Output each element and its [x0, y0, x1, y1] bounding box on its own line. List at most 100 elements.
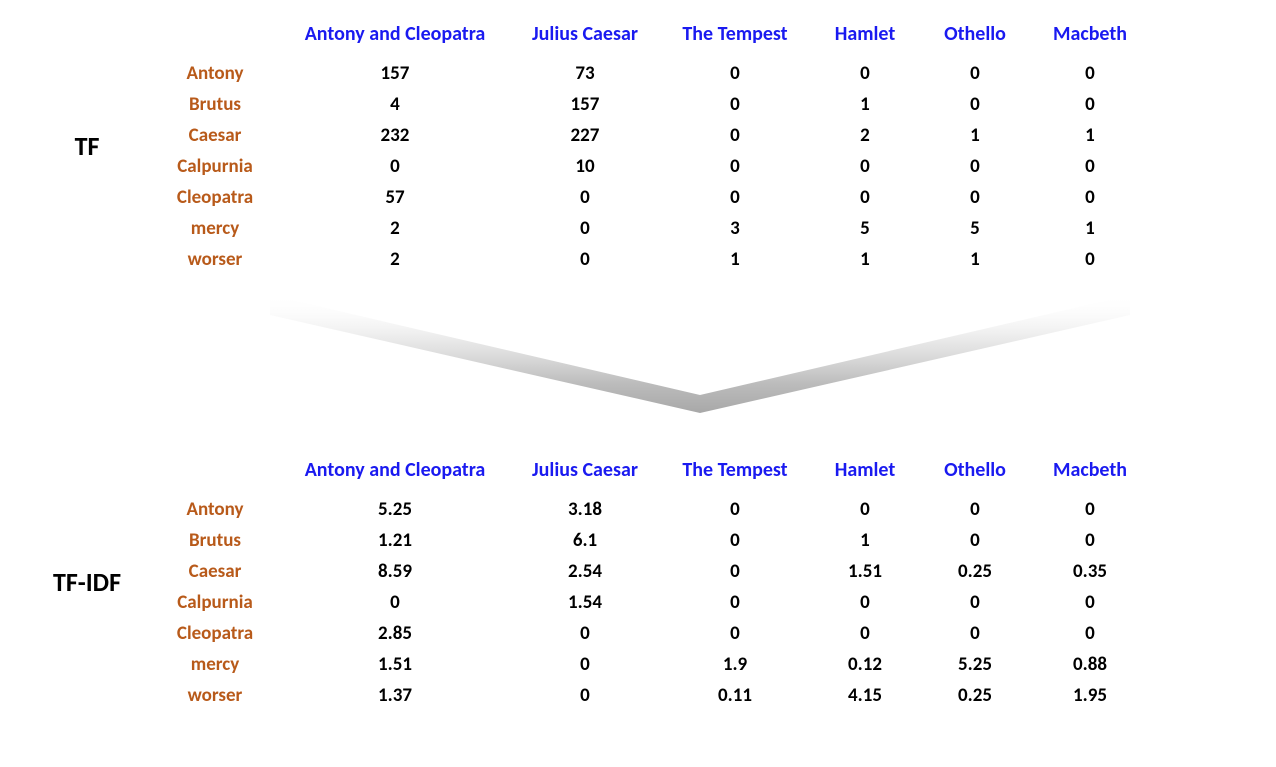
table-cell: 0	[510, 182, 660, 213]
table-cell: 2.85	[280, 618, 510, 649]
table-cell: 1	[810, 244, 920, 275]
table-cell: 0	[510, 649, 660, 680]
table-cell: 73	[510, 58, 660, 89]
tf-table: Antony and CleopatraJulius CaesarThe Tem…	[160, 16, 1150, 275]
table-cell: 1.95	[1030, 680, 1150, 711]
table-cell: 0	[660, 556, 810, 587]
table-cell: 0	[660, 120, 810, 151]
column-header: The Tempest	[660, 16, 810, 58]
table-cell: 4	[280, 89, 510, 120]
table-cell: 0	[660, 182, 810, 213]
table-cell: 1.21	[280, 525, 510, 556]
table-cell: 1	[810, 89, 920, 120]
table-cell: 10	[510, 151, 660, 182]
table-cell: 2	[280, 213, 510, 244]
chevron-down-icon	[260, 295, 1140, 415]
tfidf-table: Antony and CleopatraJulius CaesarThe Tem…	[160, 452, 1150, 711]
column-header: Macbeth	[1030, 452, 1150, 494]
table-cell: 0	[920, 89, 1030, 120]
table-cell: 0	[510, 213, 660, 244]
table-cell: 8.59	[280, 556, 510, 587]
row-header: Antony	[160, 494, 280, 525]
table-cell: 0	[280, 587, 510, 618]
table-cell: 0	[1030, 182, 1150, 213]
tf-table-block: TF Antony and CleopatraJulius CaesarThe …	[20, 16, 1150, 275]
table-cell: 0	[510, 244, 660, 275]
table-cell: 4.15	[810, 680, 920, 711]
table-cell: 1.9	[660, 649, 810, 680]
row-header: worser	[160, 244, 280, 275]
table-cell: 0.12	[810, 649, 920, 680]
column-header: Othello	[920, 452, 1030, 494]
tfidf-table-block: TF-IDF Antony and CleopatraJulius Caesar…	[20, 452, 1150, 711]
column-header: Antony and Cleopatra	[280, 16, 510, 58]
table-cell: 1.54	[510, 587, 660, 618]
table-cell: 0	[1030, 244, 1150, 275]
table-cell: 1	[920, 120, 1030, 151]
table-cell: 0	[920, 587, 1030, 618]
table-cell: 1.51	[810, 556, 920, 587]
table-cell: 0	[810, 587, 920, 618]
table-cell: 227	[510, 120, 660, 151]
row-header: worser	[160, 680, 280, 711]
table-cell: 0	[1030, 494, 1150, 525]
table-cell: 5	[920, 213, 1030, 244]
table-cell: 0	[920, 151, 1030, 182]
column-header: Antony and Cleopatra	[280, 452, 510, 494]
table-cell: 0	[810, 494, 920, 525]
table-cell: 3	[660, 213, 810, 244]
table-cell: 0	[1030, 58, 1150, 89]
tfidf-side-label: TF-IDF	[20, 566, 160, 598]
column-header: Julius Caesar	[510, 452, 660, 494]
row-header: Calpurnia	[160, 587, 280, 618]
table-cell: 0	[660, 618, 810, 649]
table-cell: 0	[810, 618, 920, 649]
table-cell: 0	[1030, 151, 1150, 182]
table-cell: 0	[810, 182, 920, 213]
table-cell: 2	[280, 244, 510, 275]
table-cell: 0.35	[1030, 556, 1150, 587]
table-cell: 0	[810, 151, 920, 182]
table-cell: 0.25	[920, 680, 1030, 711]
column-header: The Tempest	[660, 452, 810, 494]
column-header: Hamlet	[810, 452, 920, 494]
table-cell: 0	[1030, 587, 1150, 618]
table-cell: 0.11	[660, 680, 810, 711]
table-cell: 0	[510, 680, 660, 711]
table-cell: 2.54	[510, 556, 660, 587]
row-header: mercy	[160, 649, 280, 680]
row-header: Brutus	[160, 89, 280, 120]
table-cell: 0	[510, 618, 660, 649]
column-header: Hamlet	[810, 16, 920, 58]
table-cell: 1.51	[280, 649, 510, 680]
tf-side-label: TF	[20, 130, 160, 162]
table-cell: 1	[1030, 120, 1150, 151]
column-header: Othello	[920, 16, 1030, 58]
table-cell: 157	[510, 89, 660, 120]
table-cell: 1	[920, 244, 1030, 275]
table-cell: 0	[660, 89, 810, 120]
table-cell: 5	[810, 213, 920, 244]
table-cell: 0	[660, 58, 810, 89]
table-cell: 5.25	[920, 649, 1030, 680]
table-cell: 1	[1030, 213, 1150, 244]
row-header: Brutus	[160, 525, 280, 556]
table-cell: 0.25	[920, 556, 1030, 587]
row-header: Caesar	[160, 556, 280, 587]
column-header: Macbeth	[1030, 16, 1150, 58]
table-cell: 0	[920, 494, 1030, 525]
table-cell: 0	[920, 525, 1030, 556]
table-cell: 5.25	[280, 494, 510, 525]
column-header: Julius Caesar	[510, 16, 660, 58]
table-cell: 0	[280, 151, 510, 182]
table-cell: 3.18	[510, 494, 660, 525]
table-cell: 0	[1030, 89, 1150, 120]
table-cell: 0	[660, 525, 810, 556]
table-cell: 1	[660, 244, 810, 275]
row-header: mercy	[160, 213, 280, 244]
table-cell: 57	[280, 182, 510, 213]
row-header: Cleopatra	[160, 618, 280, 649]
row-header: Antony	[160, 58, 280, 89]
table-cell: 0	[810, 58, 920, 89]
down-arrow	[260, 295, 1140, 415]
